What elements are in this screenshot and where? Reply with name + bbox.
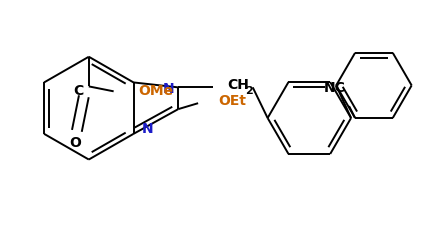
Text: OEt: OEt	[218, 94, 246, 108]
Text: C: C	[74, 84, 84, 98]
Text: CH: CH	[227, 78, 249, 92]
Text: N: N	[141, 122, 153, 136]
Text: OMe: OMe	[139, 84, 173, 98]
Text: O: O	[69, 136, 81, 150]
Text: N: N	[163, 82, 174, 96]
Text: 2: 2	[245, 86, 253, 96]
Text: NC: NC	[324, 81, 346, 95]
